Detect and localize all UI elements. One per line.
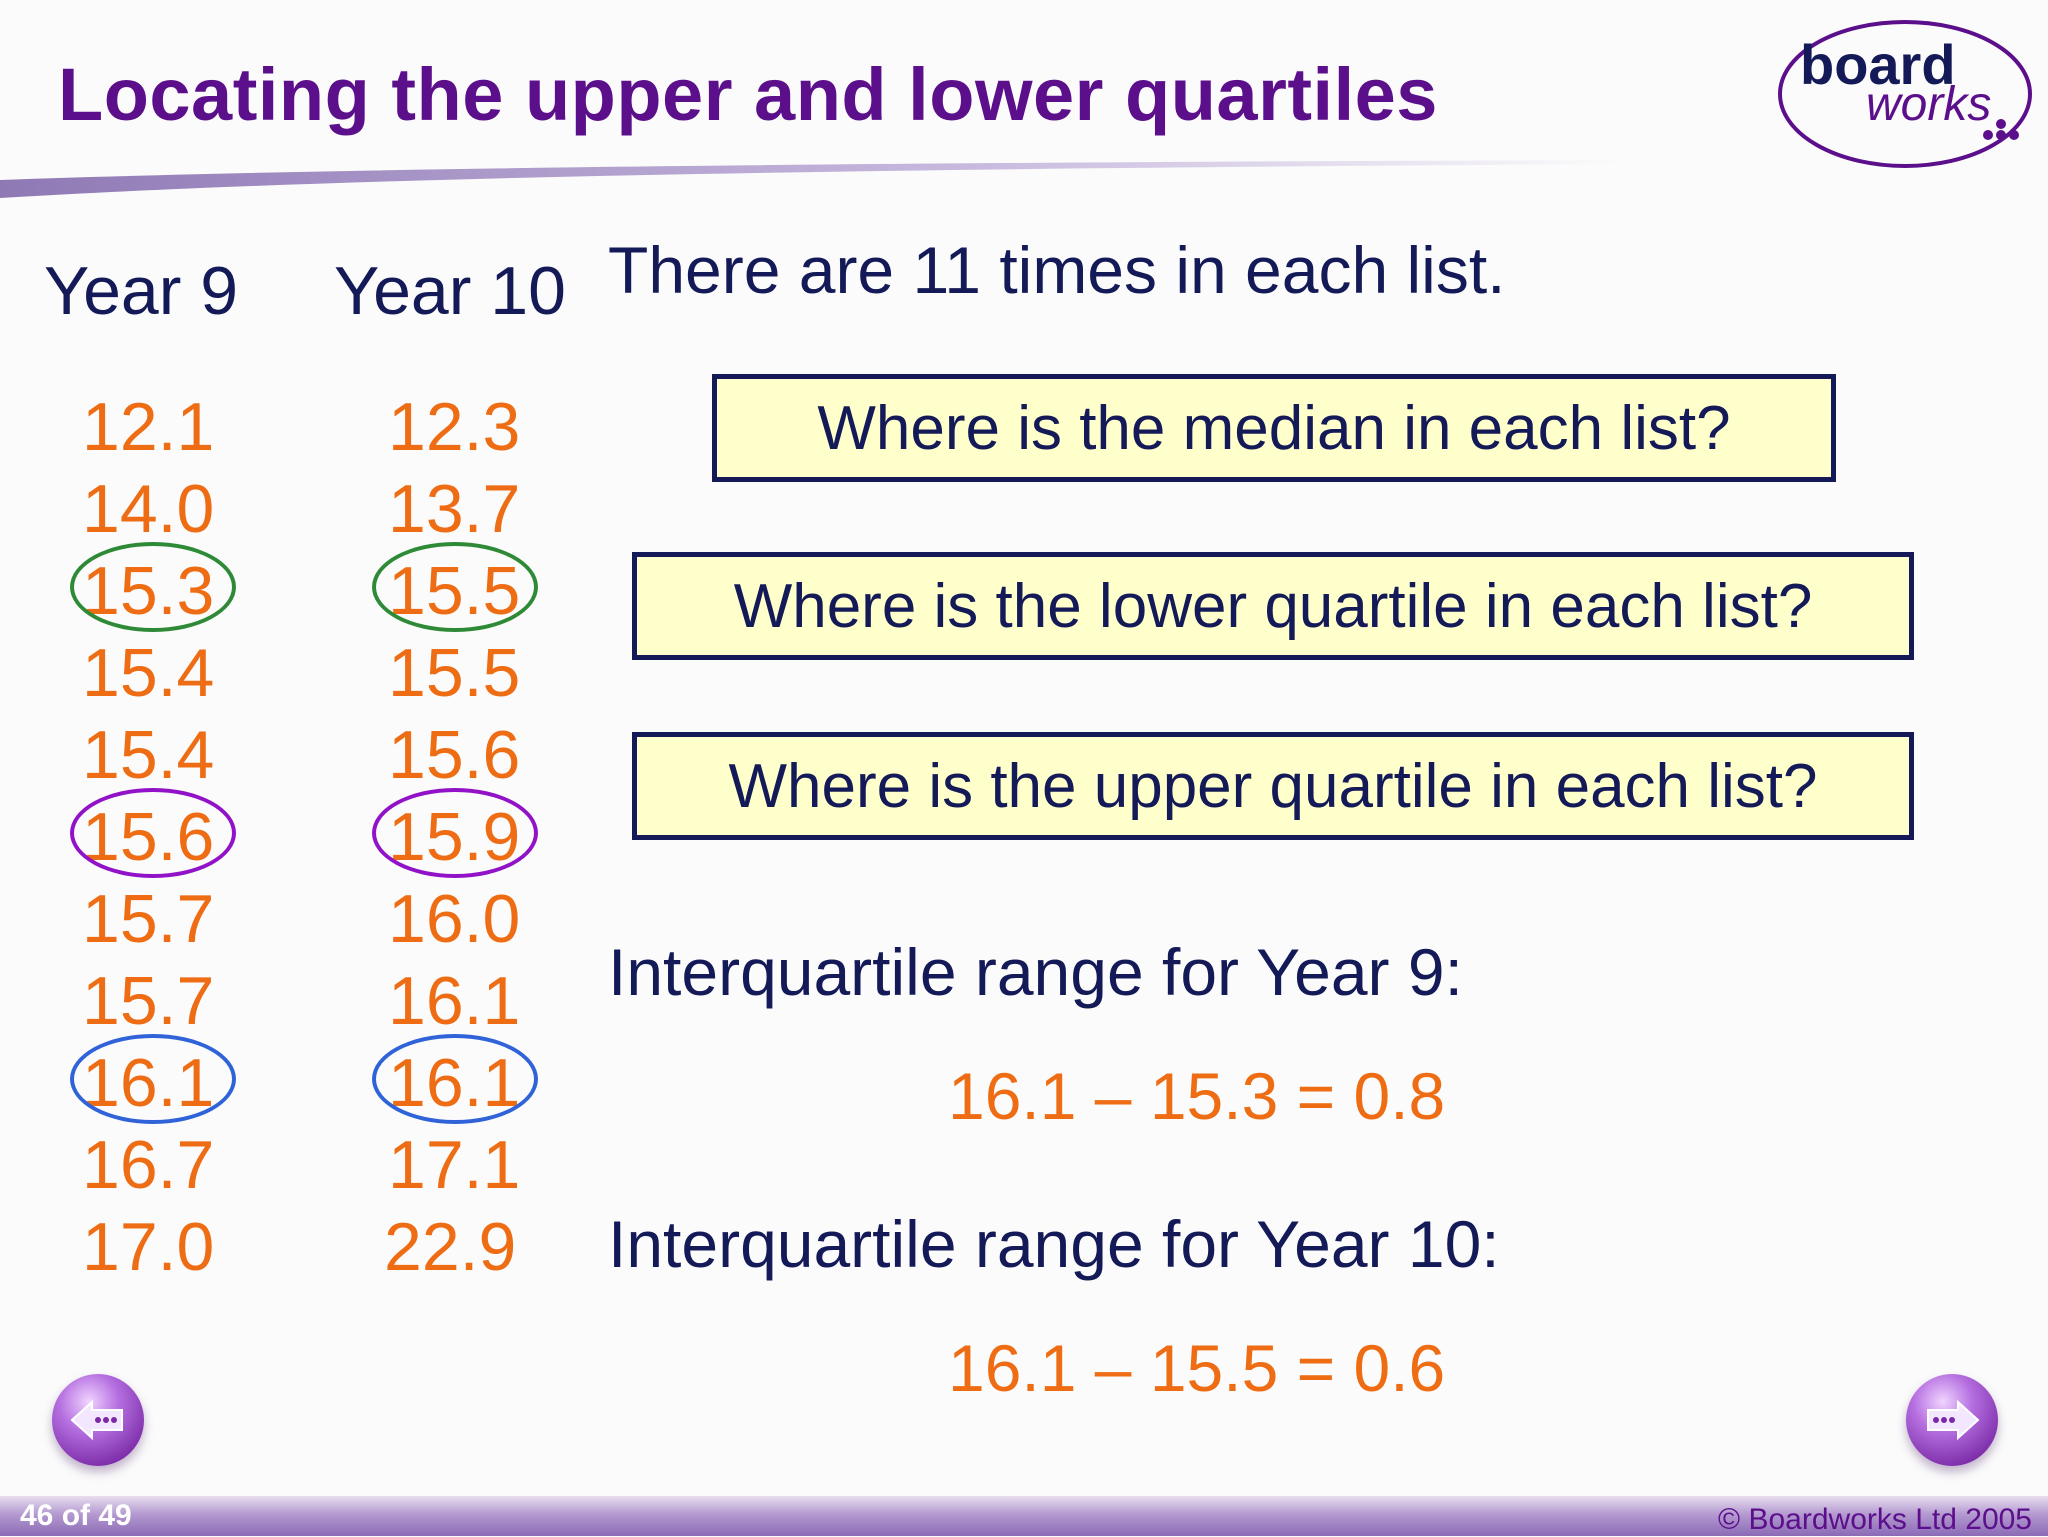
year9-value: 16.7 <box>82 1127 215 1203</box>
boardworks-logo: board works <box>1778 20 2032 168</box>
year10-lower-quartile-ring <box>372 542 538 632</box>
slide-title: Locating the upper and lower quartiles <box>58 53 1438 136</box>
slide-page-indicator: 46 of 49 <box>20 1499 132 1532</box>
year10-value: 12.3 <box>388 389 521 465</box>
year10-heading: Year 10 <box>334 253 566 329</box>
year9-lower-quartile-ring <box>70 542 236 632</box>
year10-upper-quartile-ring <box>372 1034 538 1124</box>
iqr-year9-label: Interquartile range for Year 9: <box>608 935 1463 1009</box>
year10-value: 16.0 <box>388 881 521 957</box>
year9-value: 12.1 <box>82 389 215 465</box>
year10-value: 17.1 <box>388 1127 521 1203</box>
left-arrow-icon <box>70 1399 123 1441</box>
lower-quartile-question-box[interactable]: Where is the lower quartile in each list… <box>632 552 1914 660</box>
year10-value: 15.5 <box>388 635 521 711</box>
iqr-year10-calculation: 16.1 – 15.5 = 0.6 <box>948 1331 1446 1405</box>
footer-bar <box>0 1496 2048 1536</box>
right-arrow-icon <box>1927 1399 1980 1441</box>
logo-text-board: board <box>1800 33 1956 96</box>
year9-value: 17.0 <box>82 1209 215 1285</box>
year9-upper-quartile-ring <box>70 1034 236 1124</box>
year10-value: 16.1 <box>388 963 521 1039</box>
iqr-year10-label: Interquartile range for Year 10: <box>608 1207 1500 1281</box>
year9-value: 15.7 <box>82 881 215 957</box>
year10-value: 15.6 <box>388 717 521 793</box>
year9-value: 14.0 <box>82 471 215 547</box>
title-underline <box>0 160 1620 198</box>
logo-text-works: works <box>1866 78 1991 131</box>
iqr-year9-calculation: 16.1 – 15.3 = 0.8 <box>948 1059 1446 1133</box>
year10-value: 13.7 <box>388 471 521 547</box>
previous-slide-button[interactable] <box>52 1374 144 1466</box>
year9-value: 15.4 <box>82 635 215 711</box>
median-question-box[interactable]: Where is the median in each list? <box>712 374 1836 482</box>
year9-value: 15.4 <box>82 717 215 793</box>
year9-heading: Year 9 <box>44 253 239 329</box>
copyright-notice: © Boardworks Ltd 2005 <box>1718 1503 2032 1536</box>
upper-quartile-question-box[interactable]: Where is the upper quartile in each list… <box>632 732 1914 840</box>
next-slide-button[interactable] <box>1906 1374 1998 1466</box>
list-count-statement: There are 11 times in each list. <box>608 233 1506 307</box>
year9-value: 15.7 <box>82 963 215 1039</box>
year10-value: 22.9 <box>384 1209 517 1285</box>
year9-median-ring <box>70 788 236 878</box>
year10-median-ring <box>372 788 538 878</box>
